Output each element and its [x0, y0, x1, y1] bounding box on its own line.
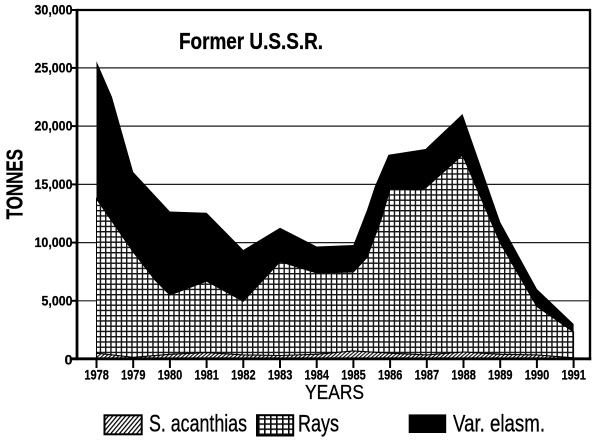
svg-text:30,000: 30,000 [35, 2, 73, 18]
svg-text:1989: 1989 [488, 366, 513, 382]
svg-text:1986: 1986 [378, 366, 403, 382]
svg-text:1984: 1984 [305, 366, 330, 382]
svg-text:1987: 1987 [415, 366, 440, 382]
svg-text:1980: 1980 [158, 366, 183, 382]
svg-text:1985: 1985 [341, 366, 366, 382]
svg-text:1990: 1990 [525, 366, 550, 382]
svg-text:YEARS: YEARS [305, 381, 364, 404]
svg-text:TONNES: TONNES [1, 149, 27, 219]
svg-text:1983: 1983 [268, 366, 293, 382]
svg-text:Rays: Rays [298, 410, 339, 437]
svg-text:1988: 1988 [451, 366, 476, 382]
svg-text:15,000: 15,000 [35, 176, 73, 192]
svg-text:5,000: 5,000 [42, 292, 73, 308]
svg-text:Var. elasm.: Var. elasm. [453, 410, 545, 437]
svg-text:S. acanthias: S. acanthias [149, 410, 247, 437]
svg-text:0: 0 [65, 351, 73, 367]
svg-text:20,000: 20,000 [35, 118, 73, 134]
svg-text:1982: 1982 [231, 366, 256, 382]
svg-text:1979: 1979 [121, 366, 146, 382]
svg-text:10,000: 10,000 [35, 234, 73, 250]
svg-text:1991: 1991 [561, 366, 586, 382]
svg-text:1978: 1978 [84, 366, 109, 382]
svg-text:Former U.S.S.R.: Former U.S.S.R. [179, 28, 323, 54]
svg-text:1981: 1981 [194, 366, 219, 382]
svg-text:25,000: 25,000 [35, 59, 73, 75]
